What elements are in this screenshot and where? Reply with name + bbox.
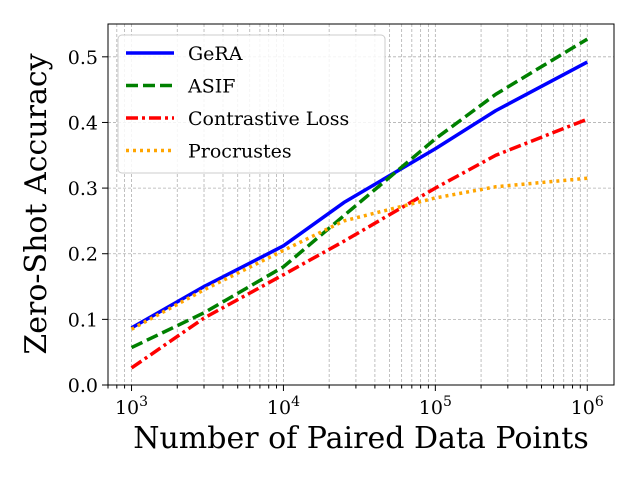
legend-label: Procrustes	[188, 141, 292, 163]
y-axis-label: Zero-Shot Accuracy	[19, 53, 54, 354]
x-tick-label: 106	[571, 394, 604, 419]
y-tick-label: 0.1	[68, 309, 98, 331]
y-tick-label: 0.3	[68, 178, 98, 200]
x-axis-label: Number of Paired Data Points	[133, 421, 589, 456]
legend-label: ASIF	[187, 76, 235, 98]
y-tick-label: 0.4	[68, 112, 98, 134]
axis-ticks: 103 104 105 106 0.0 0.1 0.2 0.3 0.4 0.5	[68, 47, 604, 419]
legend-label: Contrastive Loss	[188, 108, 349, 130]
series-lines	[130, 37, 589, 370]
x-tick-label: 103	[115, 394, 148, 419]
series-line-gera	[130, 60, 589, 330]
x-tick-label: 105	[419, 394, 452, 419]
y-tick-label: 0.0	[68, 375, 98, 397]
x-tick-label: 104	[267, 394, 300, 419]
y-tick-label: 0.2	[68, 244, 98, 266]
y-tick-label: 0.5	[68, 47, 98, 69]
legend-label: GeRA	[188, 43, 243, 65]
plot-frame	[107, 23, 615, 386]
series-line-contrastive-loss	[130, 117, 588, 370]
series-line-asif	[130, 37, 589, 350]
legend: GeRA ASIF Contrastive Loss Procrustes	[117, 34, 386, 174]
legend-box	[117, 34, 386, 174]
series-line-procrustes	[130, 176, 588, 331]
